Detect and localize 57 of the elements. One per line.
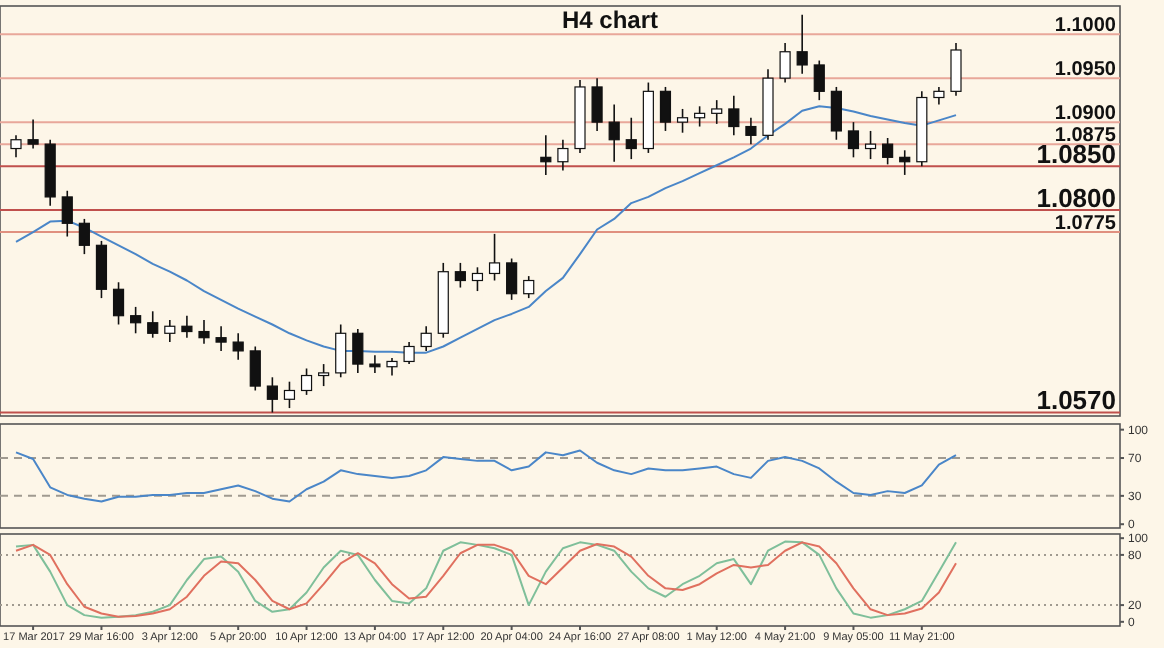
candlestick [523,275,535,299]
candlestick [540,134,552,176]
candlestick [506,257,518,301]
candlestick [711,99,723,125]
candlestick [779,42,791,84]
candlestick [557,138,569,172]
candlestick [300,367,313,396]
candlestick [335,323,347,379]
candlestick [181,314,193,339]
candlestick [61,189,73,238]
candlestick [830,86,842,141]
candlestick [10,134,22,159]
candlestick [899,149,911,176]
candlestick [847,121,860,159]
candlestick [659,86,672,132]
candlestick [864,130,877,160]
candlestick [215,325,227,352]
candlestick [318,363,330,387]
candlestick [147,310,159,339]
candlestick [608,103,620,163]
candlestick [676,108,689,134]
ref-line-label: 1.0850 [1036,139,1116,170]
chart-title: H4 chart [561,6,659,34]
candlestick [950,42,962,97]
ref-line-label: 1.0900 [1054,103,1117,126]
candlestick [352,328,364,374]
ref-line-label: 1.0570 [1036,385,1116,416]
candlestick [728,94,740,137]
candlestick [78,218,90,255]
candlestick [694,105,706,128]
candlestick [369,354,381,374]
candlestick [471,266,484,292]
candlestick [882,137,894,166]
candlestick [232,332,244,361]
candlestick [27,118,39,150]
line-series [15,449,957,503]
candlestick [164,319,176,343]
candlestick [454,262,466,289]
candlestick [625,116,637,160]
ref-line-label: 1.0800 [1036,183,1116,214]
candlestick [249,345,261,392]
candlestick [796,14,808,75]
candlestick [283,380,296,409]
ref-line-label: 1.0775 [1054,213,1117,236]
candlestick [813,59,825,101]
candlestick [198,319,210,345]
ref-line-label: 1.0950 [1054,59,1117,82]
ref-line-label: 1.1000 [1054,15,1117,38]
candlestick [95,240,108,299]
candlestick [745,116,757,145]
candlestick [266,376,278,414]
candlestick [420,325,432,352]
candlestick [130,306,142,335]
candlestick [403,341,415,365]
candlestick [112,281,125,326]
candlestick [591,77,603,132]
candlestick [488,233,501,282]
